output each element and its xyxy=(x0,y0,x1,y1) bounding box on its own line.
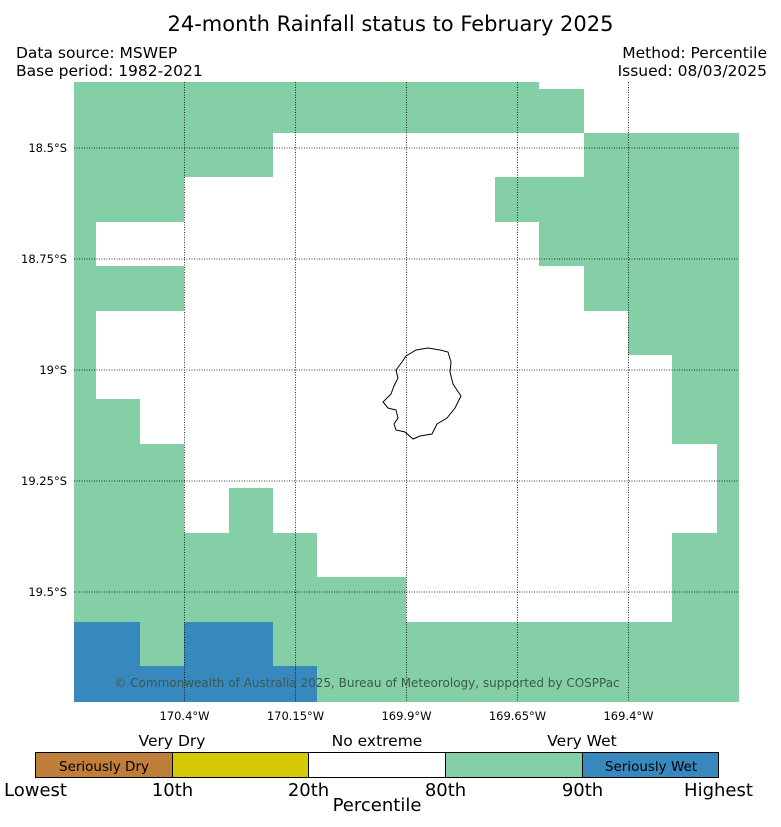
meta-left: Data source: MSWEP Base period: 1982-202… xyxy=(16,44,203,80)
legend-category-very-dry: Very Dry xyxy=(139,732,206,750)
very-wet-cell xyxy=(584,266,739,311)
seriously-wet-cell xyxy=(140,666,184,702)
legend-box-very-dry xyxy=(172,752,309,778)
seriously-wet-cell xyxy=(273,666,317,702)
legend-colorbar: Seriously Dry Seriously Wet xyxy=(35,752,719,778)
very-wet-cell xyxy=(74,222,96,266)
very-wet-cell xyxy=(672,399,739,444)
legend-box-seriously-dry-label: Seriously Dry xyxy=(59,759,149,775)
base-period-label: Base period: 1982-2021 xyxy=(16,62,203,80)
percentile-label-80th: 80th xyxy=(425,780,466,801)
map-title: 24-month Rainfall status to February 202… xyxy=(167,12,614,36)
very-wet-cell xyxy=(74,82,539,133)
very-wet-cell xyxy=(717,444,739,488)
issued-label: Issued: 08/03/2025 xyxy=(617,62,767,80)
lon-label-170-15: 170.15°W xyxy=(267,709,324,723)
legend-category-very-wet: Very Wet xyxy=(547,732,616,750)
very-wet-cell xyxy=(628,311,739,355)
very-wet-cell xyxy=(229,488,273,533)
lat-label-18-5: 18.5°S xyxy=(28,141,67,155)
very-wet-cell xyxy=(539,89,584,133)
percentile-label-90th: 90th xyxy=(562,780,603,801)
very-wet-cell xyxy=(74,177,184,222)
data-source-label: Data source: MSWEP xyxy=(16,44,178,62)
very-wet-cell xyxy=(74,488,184,533)
percentile-label-20th: 20th xyxy=(288,780,329,801)
very-wet-cell xyxy=(74,355,96,399)
lon-label-170-4: 170.4°W xyxy=(159,709,209,723)
graticule xyxy=(74,82,739,702)
very-wet-cell xyxy=(74,577,406,622)
very-wet-cell xyxy=(74,133,273,177)
lon-label-169-65: 169.65°W xyxy=(489,709,546,723)
very-wet-cell xyxy=(74,399,140,444)
legend-box-seriously-wet-label: Seriously Wet xyxy=(605,759,697,775)
legend-box-very-wet xyxy=(445,752,583,778)
legend-box-seriously-wet xyxy=(582,752,719,778)
lat-label-19-25: 19.25°S xyxy=(21,474,67,488)
seriously-wet-cell xyxy=(74,622,140,702)
method-label: Method: Percentile xyxy=(622,44,767,62)
very-wet-cell xyxy=(672,355,739,399)
very-wet-cell xyxy=(74,266,184,311)
lon-label-169-9: 169.9°W xyxy=(381,709,431,723)
lat-label-19-5: 19.5°S xyxy=(28,585,67,599)
niue-island-outline xyxy=(382,347,462,440)
percentile-label-10th: 10th xyxy=(152,780,193,801)
percentile-axis-title: Percentile xyxy=(333,795,422,816)
meta-right: Method: Percentile Issued: 08/03/2025 xyxy=(618,44,767,80)
lat-label-18-75: 18.75°S xyxy=(21,252,67,266)
very-wet-cell xyxy=(74,533,317,577)
lat-label-19: 19°S xyxy=(39,363,67,377)
very-wet-cell xyxy=(717,488,739,533)
very-wet-cell xyxy=(495,177,739,222)
very-wet-cell xyxy=(672,533,739,577)
legend-box-no-extreme xyxy=(308,752,446,778)
percentile-label-highest: Highest xyxy=(684,780,753,801)
seriously-wet-cell xyxy=(184,622,273,702)
legend-category-no-extreme: No extreme xyxy=(332,732,423,750)
copyright-notice: © Commonwealth of Australia 2025, Bureau… xyxy=(114,676,619,690)
very-wet-cell xyxy=(584,133,739,177)
percentile-label-lowest: Lowest xyxy=(4,780,67,801)
lon-label-169-4: 169.4°W xyxy=(603,709,653,723)
very-wet-cell xyxy=(672,577,739,622)
very-wet-cell xyxy=(74,311,96,355)
